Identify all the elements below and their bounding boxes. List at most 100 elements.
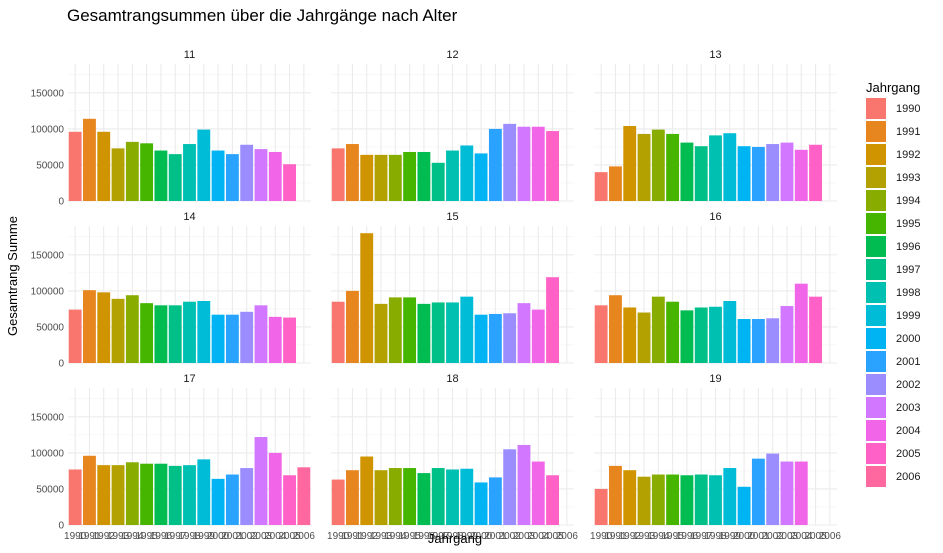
x-axis-label: Jahrgang (428, 531, 482, 546)
bar-13-2005 (809, 144, 822, 201)
bar-17-1997 (168, 465, 182, 525)
bar-15-1992 (360, 233, 374, 363)
bar-14-2004 (268, 316, 282, 363)
bar-16-1997 (694, 307, 708, 363)
legend-label-1995: 1995 (896, 218, 920, 230)
bar-11-1991 (83, 118, 96, 201)
bar-15-1995 (403, 297, 417, 363)
bar-17-2000 (211, 478, 225, 525)
bar-19-1996 (680, 475, 694, 525)
bar-17-1994 (125, 462, 139, 525)
bar-19-2002 (766, 453, 780, 525)
bar-13-1997 (694, 146, 708, 201)
bar-19-1998 (709, 475, 722, 525)
x-tick-label: 2006 (293, 531, 316, 542)
panel-19: 19 19901991199219931994199519961997199819… (590, 373, 841, 542)
legend-key-1992 (866, 144, 886, 165)
x-tick-label: 2005 (804, 531, 827, 542)
bar-11-1992 (97, 131, 111, 201)
bar-16-1990 (594, 305, 608, 363)
bar-12-1997 (431, 162, 445, 201)
bar-15-2001 (488, 313, 502, 363)
bar-13-1999 (723, 133, 737, 201)
bar-18-1990 (331, 479, 345, 525)
bar-16-1992 (623, 307, 637, 363)
bar-17-2001 (225, 474, 239, 525)
legend-key-1991 (866, 121, 886, 142)
bar-18-2002 (503, 449, 517, 525)
x-tick-label: 1994 (384, 531, 407, 542)
bar-15-1996 (417, 303, 431, 363)
bar-18-2005 (546, 475, 559, 525)
x-tick-label: 2003 (513, 531, 536, 542)
bar-12-1998 (446, 150, 459, 201)
x-tick-label: 1994 (121, 531, 144, 542)
bar-11-1997 (168, 154, 182, 201)
y-tick-label: 50000 (36, 322, 64, 333)
x-tick-label: 1991 (78, 531, 101, 542)
x-tick-label: 2003 (776, 531, 799, 542)
y-tick-label: 50000 (36, 484, 64, 495)
bar-16-1996 (680, 310, 694, 363)
bar-11-2005 (283, 164, 296, 201)
x-tick-label: 1994 (647, 531, 670, 542)
bar-17-1992 (97, 465, 111, 525)
bar-15-2005 (546, 277, 559, 363)
legend-key-1995 (866, 213, 886, 234)
x-tick-label: 1998 (178, 531, 201, 542)
bar-13-2000 (737, 146, 751, 201)
x-tick-label: 2001 (747, 531, 770, 542)
legend-key-2006 (866, 466, 886, 487)
bar-17-2002 (240, 468, 254, 525)
panels: 11 0 50000 100000 150000 12 13 14 0 50000 100000 15… (31, 49, 842, 542)
bar-16-2000 (737, 319, 751, 363)
bar-15-1990 (331, 301, 345, 363)
legend-key-2005 (866, 443, 886, 464)
bar-19-1999 (723, 468, 737, 525)
bar-15-1997 (431, 302, 445, 363)
legend-label-1992: 1992 (896, 149, 920, 161)
legend-label-2000: 2000 (896, 333, 920, 345)
bar-19-2001 (751, 458, 765, 525)
bar-17-1996 (154, 463, 168, 525)
bar-17-2004 (268, 452, 282, 525)
bar-16-2005 (809, 296, 822, 363)
x-tick-label: 1997 (427, 531, 450, 542)
bar-13-2004 (794, 149, 808, 201)
bar-13-1991 (609, 166, 622, 201)
x-tick-label: 2002 (762, 531, 785, 542)
bar-11-1998 (183, 144, 196, 201)
legend-key-1996 (866, 236, 886, 257)
x-tick-label: 1996 (413, 531, 436, 542)
x-tick-label: 2001 (221, 531, 244, 542)
x-tick-label: 1999 (719, 531, 742, 542)
y-tick-label: 150000 (31, 412, 65, 423)
legend-label-1991: 1991 (896, 126, 920, 138)
bar-14-1996 (154, 305, 168, 363)
bar-16-1995 (666, 301, 680, 363)
legend-key-1997 (866, 259, 886, 280)
x-tick-label: 2000 (207, 531, 230, 542)
bar-12-2002 (503, 123, 517, 201)
bar-19-2003 (780, 461, 794, 525)
x-tick-label: 1999 (193, 531, 216, 542)
legend-title: Jahrgang (866, 80, 920, 95)
bar-16-1999 (723, 300, 737, 363)
x-tick-label: 1998 (441, 531, 464, 542)
x-tick-label: 1995 (135, 531, 158, 542)
bar-19-2004 (794, 461, 808, 525)
bar-13-2003 (780, 142, 794, 201)
bar-15-1998 (446, 302, 459, 363)
bar-11-2004 (268, 151, 282, 201)
legend-key-1993 (866, 167, 886, 188)
bar-17-2003 (254, 437, 268, 525)
y-tick-label: 0 (58, 197, 64, 208)
bar-11-1993 (111, 148, 125, 201)
bar-12-1996 (417, 151, 431, 201)
panel-strip-label: 19 (709, 373, 721, 385)
bar-13-1995 (666, 133, 680, 201)
x-tick-label: 1998 (704, 531, 727, 542)
x-tick-label: 2004 (790, 531, 813, 542)
bar-12-1994 (388, 154, 402, 201)
legend-key-2002 (866, 374, 886, 395)
